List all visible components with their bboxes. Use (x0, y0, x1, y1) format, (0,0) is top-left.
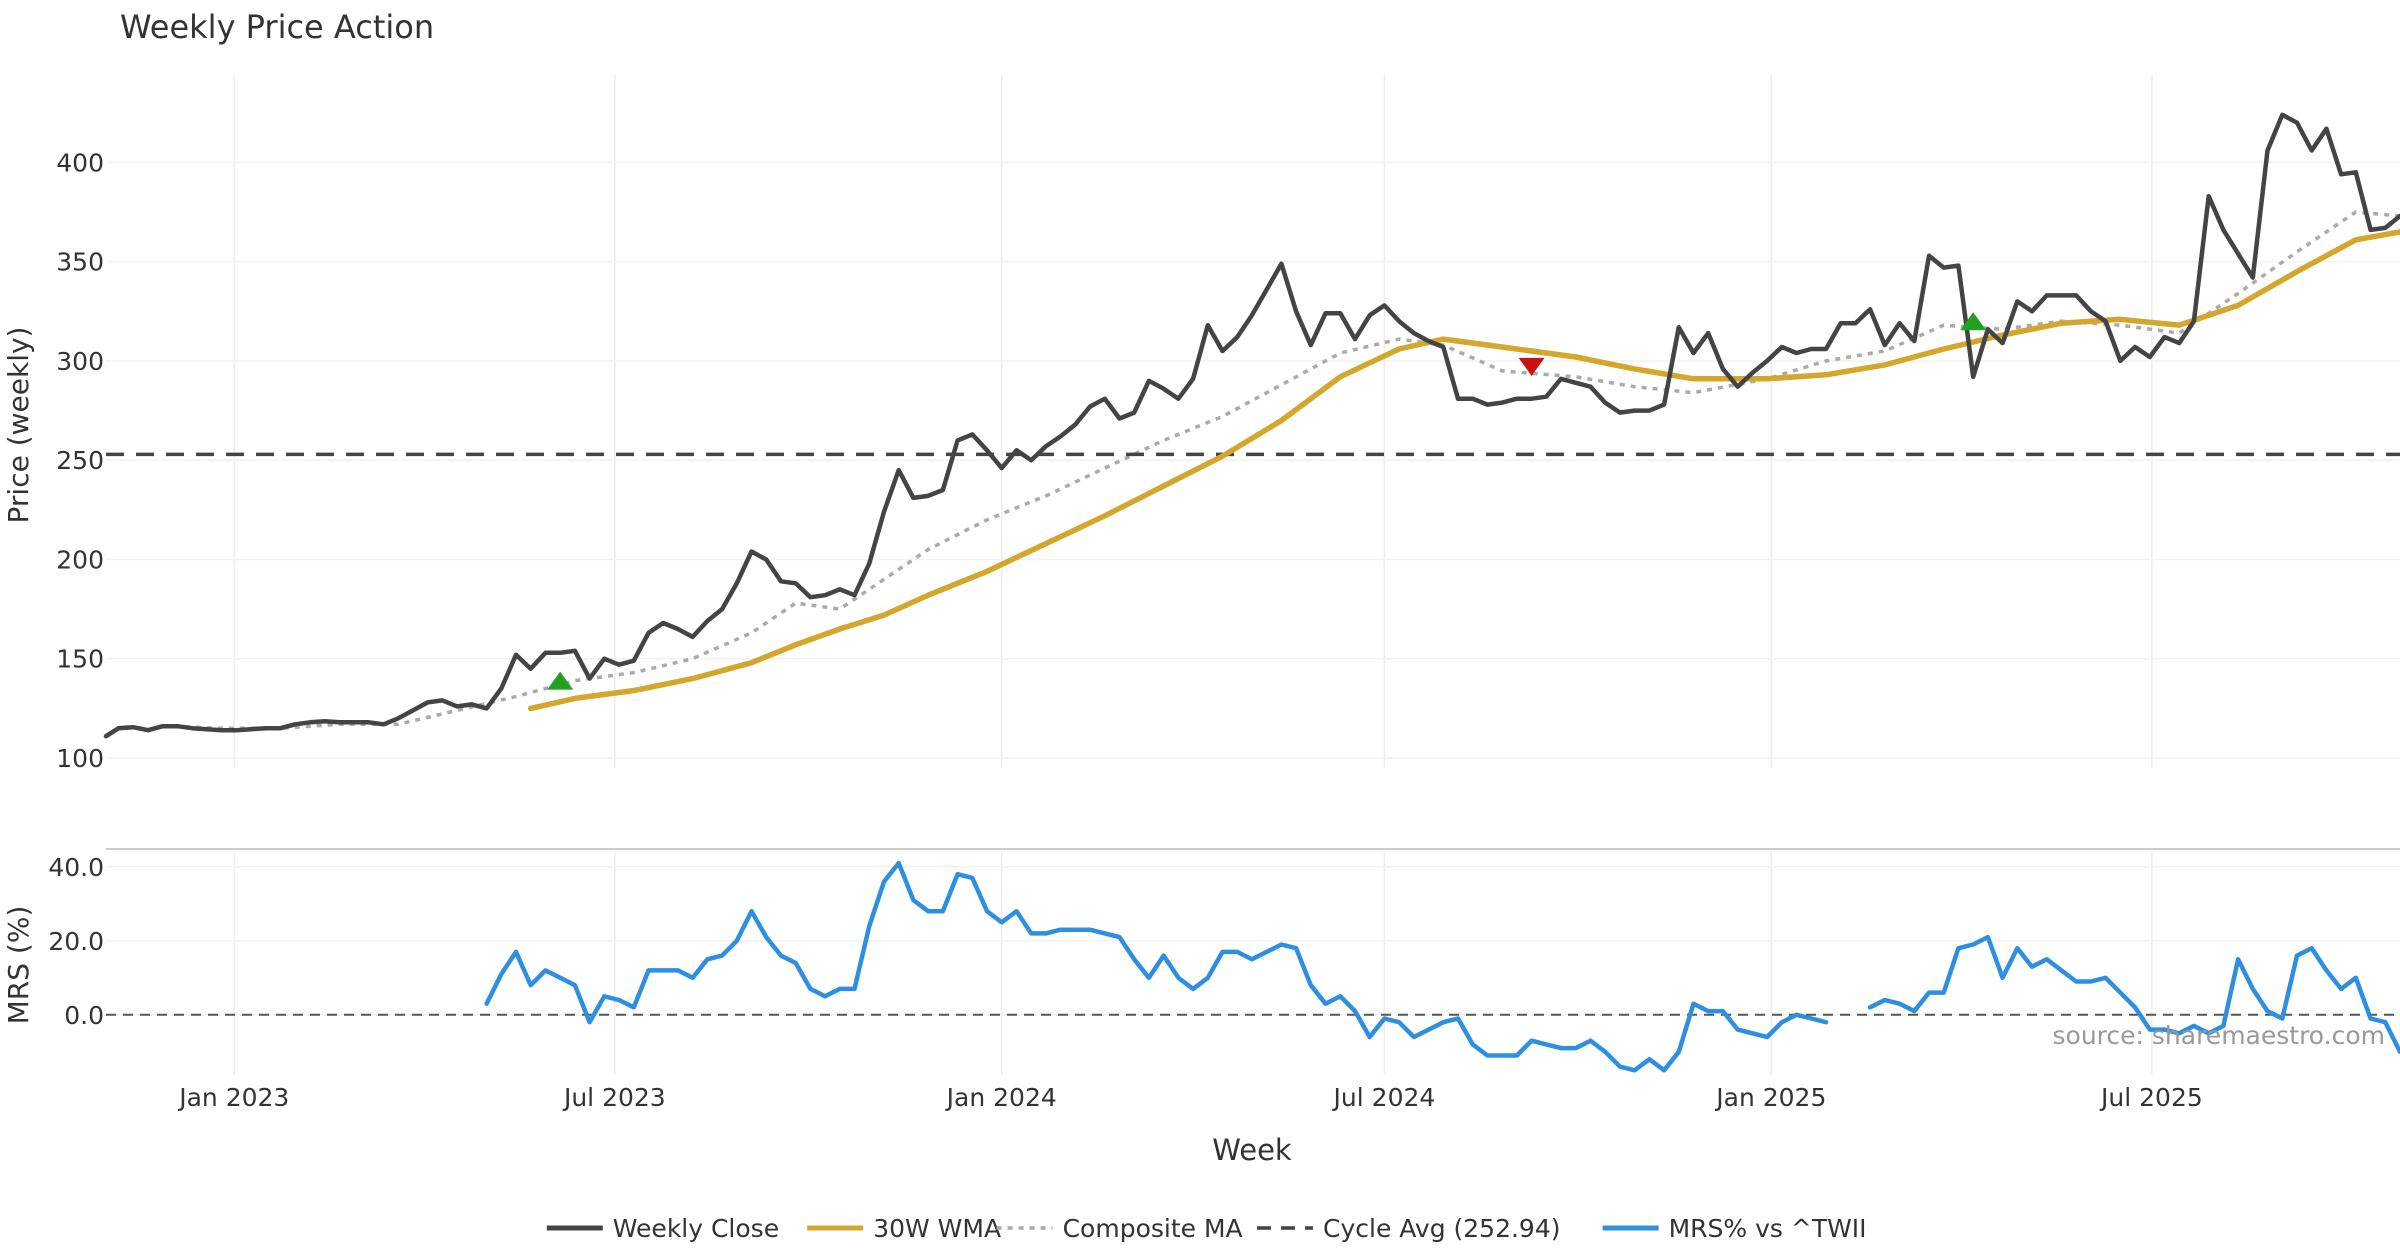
x-tick-jul-2025: Jul 2025 (2099, 1083, 2203, 1112)
mrs-y-tick-40-0: 40.0 (48, 853, 104, 882)
source-note: source: sharemaestro.com (2053, 1021, 2386, 1050)
mrs-series-line (484, 860, 2400, 1073)
x-tick-jan-2023: Jan 2023 (177, 1083, 289, 1112)
price-panel: 100 150 200 250 300 350 400 Price (weekly) (2, 75, 2400, 773)
legend-label-cycle-avg-252-94: Cycle Avg (252.94) (1323, 1214, 1561, 1243)
x-axis-label: Week (1212, 1133, 1292, 1167)
legend-item-30w-wma: 30W WMA (807, 1214, 1001, 1243)
price-y-ticks: 100 150 200 250 300 350 400 (56, 148, 104, 773)
legend-item-cycle-avg-252-94: Cycle Avg (252.94) (1257, 1214, 1561, 1243)
sell-signal-marker-2 (1518, 357, 1545, 376)
price-y-tick-350: 350 (56, 248, 104, 277)
buy-signal-marker-1 (547, 671, 574, 690)
x-axis-ticks: Jan 2023 Jul 2023 Jan 2024 Jul 2024 Jan 2025… (177, 1083, 2203, 1112)
x-tick-jan-2025: Jan 2025 (1714, 1083, 1826, 1112)
x-tick-jul-2024: Jul 2024 (1332, 1083, 1436, 1112)
legend-item-composite-ma: Composite MA (996, 1214, 1243, 1243)
signal-markers (547, 312, 1987, 690)
legend-item-mrs-vs-twii: MRS% vs ^TWII (1602, 1214, 1867, 1243)
price-gridlines (106, 75, 2400, 768)
legend-label-30w-wma: 30W WMA (873, 1214, 1001, 1243)
mrs-line-segment-1 (484, 860, 1829, 1073)
legend: Weekly Close 30W WMA Composite MA Cycle Avg… (546, 1214, 1867, 1243)
price-y-tick-150: 150 (56, 645, 104, 674)
mrs-line-segment-2 (1867, 934, 2400, 1055)
price-y-tick-200: 200 (56, 545, 104, 574)
legend-label-mrs-vs-twii: MRS% vs ^TWII (1669, 1214, 1867, 1243)
price-y-axis-label: Price (weekly) (2, 327, 35, 524)
mrs-y-axis-label: MRS (%) (2, 906, 35, 1025)
buy-signal-marker-3 (1960, 312, 1987, 331)
legend-label-composite-ma: Composite MA (1063, 1214, 1243, 1243)
wma-30w-line (527, 229, 2400, 712)
legend-label-weekly-close: Weekly Close (613, 1214, 779, 1243)
weekly-close-line (103, 112, 2400, 739)
price-y-tick-400: 400 (56, 148, 104, 177)
price-y-tick-100: 100 (56, 744, 104, 773)
legend-item-weekly-close: Weekly Close (546, 1214, 779, 1243)
mrs-y-ticks: 0.0 20.0 40.0 (48, 853, 104, 1030)
x-tick-jul-2023: Jul 2023 (562, 1083, 666, 1112)
mrs-y-tick-0-0: 0.0 (64, 1001, 104, 1030)
x-tick-jan-2024: Jan 2024 (945, 1083, 1057, 1112)
mrs-y-tick-20-0: 20.0 (48, 927, 104, 956)
price-y-tick-300: 300 (56, 347, 104, 376)
price-y-tick-250: 250 (56, 446, 104, 475)
mrs-gridlines (106, 852, 2400, 1074)
mrs-panel: 0.0 20.0 40.0 MRS (%) (2, 852, 2400, 1074)
chart-title: Weekly Price Action (120, 8, 434, 46)
composite-ma-line (162, 210, 2400, 730)
price-series-lines (103, 112, 2400, 739)
